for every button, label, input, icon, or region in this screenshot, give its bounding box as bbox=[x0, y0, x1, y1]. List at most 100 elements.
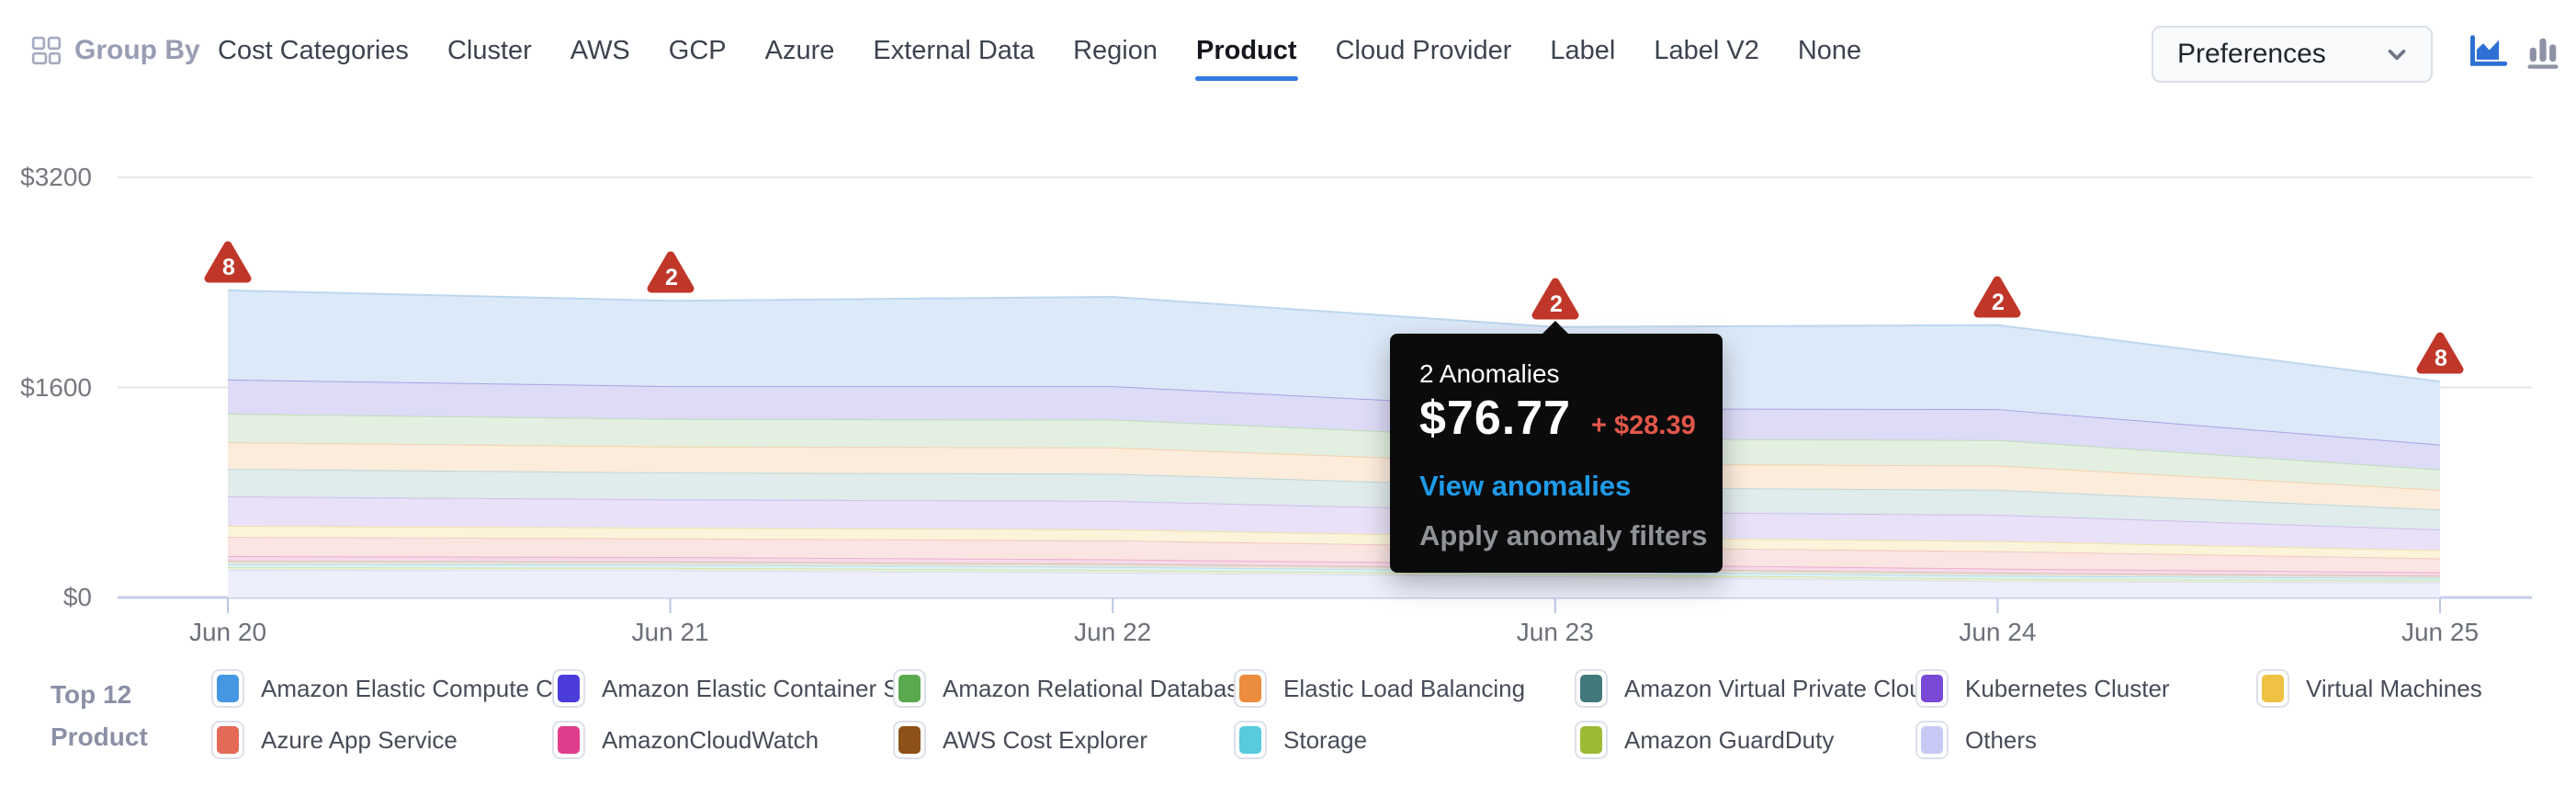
anomaly-marker-jun-21[interactable]: 2 bbox=[645, 249, 696, 295]
legend-item-elastic-load-balancing[interactable]: Elastic Load Balancing bbox=[1234, 667, 1575, 710]
tab-label[interactable]: Label bbox=[1550, 35, 1616, 65]
legend-label: Elastic Load Balancing bbox=[1283, 674, 1526, 702]
tooltip-cost-value: $76.77 bbox=[1419, 392, 1572, 445]
legend-item-amazon-guardduty[interactable]: Amazon GuardDuty bbox=[1575, 719, 1915, 761]
area-band-amazon-elastic-container-s bbox=[228, 379, 2440, 470]
tab-none[interactable]: None bbox=[1797, 35, 1862, 65]
legend-item-others[interactable]: Others bbox=[1915, 719, 2256, 761]
tooltip-view-anomalies-link[interactable]: View anomalies bbox=[1419, 470, 1632, 502]
legend-color-chip bbox=[2256, 669, 2289, 708]
legend-item-amazon-elastic-compute-cl[interactable]: Amazon Elastic Compute Cl... bbox=[211, 667, 578, 710]
anomaly-count: 8 bbox=[2435, 346, 2447, 371]
area-band-amazon-guardduty bbox=[228, 567, 2440, 583]
legend-color-chip bbox=[1915, 721, 1949, 759]
x-axis-label-jun-24: Jun 24 bbox=[1959, 618, 2037, 646]
warning-triangle-icon bbox=[1531, 278, 1579, 320]
anomaly-count: 2 bbox=[665, 265, 678, 290]
legend-item-azure-app-service[interactable]: Azure App Service bbox=[211, 719, 552, 761]
y-axis-label-1600: $1600 bbox=[20, 372, 92, 402]
legend-label: AmazonCloudWatch bbox=[602, 725, 819, 754]
anomaly-marker-jun-20[interactable]: 8 bbox=[202, 239, 254, 285]
legend-label: AWS Cost Explorer bbox=[943, 725, 1147, 754]
anomaly-count: 8 bbox=[222, 255, 235, 280]
stacked-area-chart: $0 $1600 $3200 Jun 20 Jun 21 Jun 22 Jun 23 Jun… bbox=[0, 92, 2576, 662]
legend-item-amazoncloudwatch[interactable]: AmazonCloudWatch bbox=[552, 719, 893, 761]
legend-item-virtual-machines[interactable]: Virtual Machines bbox=[2256, 667, 2576, 710]
legend-label: Amazon Relational Databas... bbox=[943, 674, 1259, 702]
tooltip-arrow bbox=[1542, 321, 1569, 335]
tooltip-apply-filters-link[interactable]: Apply anomaly filters bbox=[1419, 519, 1708, 552]
legend-label: Azure App Service bbox=[261, 725, 458, 754]
legend-color-chip bbox=[893, 669, 926, 708]
group-by-label: Group By bbox=[74, 35, 200, 65]
legend-item-amazon-virtual-private-cloud[interactable]: Amazon Virtual Private Cloud bbox=[1575, 667, 1936, 710]
legend-color-chip bbox=[1575, 669, 1608, 708]
tab-label-v2[interactable]: Label V2 bbox=[1654, 35, 1759, 65]
group-by-grid-icon bbox=[31, 36, 62, 65]
x-axis-label-jun-20: Jun 20 bbox=[188, 618, 267, 646]
tab-cloud-provider[interactable]: Cloud Provider bbox=[1335, 35, 1512, 65]
legend-label: Amazon Elastic Container S... bbox=[602, 674, 920, 702]
group-by-control: Group By bbox=[30, 0, 200, 101]
legend-color-chip bbox=[211, 669, 244, 708]
legend-label: Virtual Machines bbox=[2306, 674, 2482, 702]
anomaly-count: 2 bbox=[1992, 290, 2005, 315]
tab-product[interactable]: Product bbox=[1195, 35, 1298, 81]
legend-color-chip bbox=[1915, 669, 1949, 708]
area-band-virtual-machines bbox=[228, 526, 2440, 559]
tab-cost-categories[interactable]: Cost Categories bbox=[218, 35, 409, 65]
legend-title-line1: Top 12 bbox=[51, 680, 132, 709]
legend-label: Kubernetes Cluster bbox=[1965, 674, 2170, 702]
legend-color-chip bbox=[1234, 669, 1267, 708]
legend-label: Amazon GuardDuty bbox=[1624, 725, 1835, 754]
tab-aws[interactable]: AWS bbox=[570, 35, 630, 65]
tab-cluster[interactable]: Cluster bbox=[446, 35, 532, 65]
tab-external-data[interactable]: External Data bbox=[873, 35, 1035, 65]
legend-item-storage[interactable]: Storage bbox=[1234, 719, 1575, 761]
area-band-storage bbox=[228, 563, 2440, 581]
bar-chart-toggle-icon[interactable] bbox=[2523, 30, 2563, 71]
legend-item-aws-cost-explorer[interactable]: AWS Cost Explorer bbox=[893, 719, 1234, 761]
legend-item-amazon-relational-databas[interactable]: Amazon Relational Databas... bbox=[893, 667, 1259, 710]
warning-triangle-icon bbox=[204, 241, 252, 283]
tab-azure[interactable]: Azure bbox=[764, 35, 835, 65]
area-chart-toggle-icon[interactable] bbox=[2468, 30, 2508, 71]
legend-label: Storage bbox=[1283, 725, 1368, 754]
group-by-tabs: Cost Categories Cluster AWS GCP Azure Externa… bbox=[218, 0, 1861, 101]
legend-title: Top 12 Product bbox=[51, 674, 148, 758]
legend-item-kubernetes-cluster[interactable]: Kubernetes Cluster bbox=[1915, 667, 2256, 710]
legend-label: Others bbox=[1965, 725, 2038, 754]
area-band-azure-app-service bbox=[228, 537, 2440, 573]
warning-triangle-icon bbox=[1973, 276, 2021, 318]
tab-region[interactable]: Region bbox=[1073, 35, 1158, 65]
area-band-amazon-relational-databas bbox=[228, 414, 2440, 490]
x-axis-label-jun-21: Jun 21 bbox=[631, 618, 709, 646]
anomaly-marker-jun-23[interactable]: 2 bbox=[1530, 276, 1581, 322]
preferences-dropdown[interactable]: Preferences bbox=[2152, 26, 2433, 83]
legend-color-chip bbox=[1234, 721, 1267, 759]
area-band-amazon-virtual-private-cloud bbox=[228, 469, 2440, 530]
tab-gcp[interactable]: GCP bbox=[668, 35, 727, 65]
legend: Amazon Elastic Compute Cl... Amazon Elast… bbox=[211, 667, 2576, 761]
area-band-others bbox=[228, 570, 2440, 597]
warning-triangle-icon bbox=[647, 251, 695, 293]
area-edge-amazon-elastic-compute-cl bbox=[227, 289, 2441, 383]
y-axis-label-3200: $3200 bbox=[20, 163, 92, 191]
legend-item-amazon-elastic-container-s[interactable]: Amazon Elastic Container S... bbox=[552, 667, 919, 710]
preferences-label: Preferences bbox=[2177, 39, 2326, 69]
legend-color-chip bbox=[211, 721, 244, 759]
anomaly-marker-jun-25[interactable]: 8 bbox=[2414, 330, 2466, 376]
legend-color-chip bbox=[552, 669, 585, 708]
anomaly-count: 2 bbox=[1550, 291, 1563, 317]
x-axis-label-jun-25: Jun 25 bbox=[2401, 618, 2480, 646]
legend-label: Amazon Elastic Compute Cl... bbox=[261, 674, 579, 702]
area-band-amazoncloudwatch bbox=[228, 556, 2440, 576]
chart-view-toggles bbox=[2468, 30, 2563, 71]
legend-color-chip bbox=[552, 721, 585, 759]
anomaly-marker-jun-24[interactable]: 2 bbox=[1972, 274, 2023, 320]
y-axis-label-0: $0 bbox=[62, 583, 92, 611]
area-band-amazon-elastic-compute-cl bbox=[228, 290, 2440, 445]
legend-color-chip bbox=[1575, 721, 1608, 759]
legend-color-chip bbox=[893, 721, 926, 759]
